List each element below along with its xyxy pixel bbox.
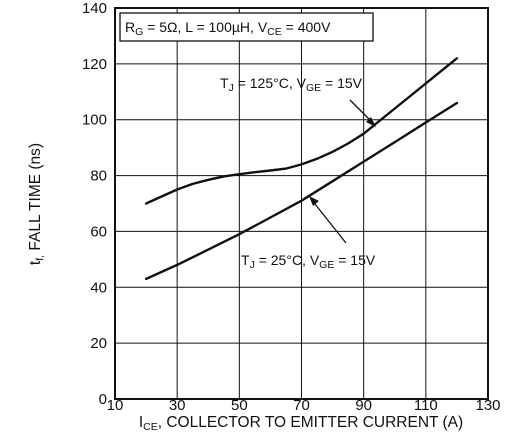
series-line-0 [144, 57, 459, 205]
series-label-tj-25-arrow-line [314, 203, 347, 244]
series-label-tj-25: TJ = 25°C, VGE = 15V [241, 252, 376, 271]
x-axis-title: ICE, COLLECTOR TO EMITTER CURRENT (A) [139, 414, 463, 433]
y-tick-label: 20 [90, 335, 107, 352]
plot-frame [114, 7, 489, 400]
y-tick-label: 120 [82, 56, 107, 73]
y-tick-label: 0 [99, 391, 107, 408]
series-label-tj-125-arrow-line [349, 99, 372, 122]
x-tick-label: 90 [355, 397, 372, 414]
series-line-1 [144, 101, 459, 281]
conditions-text: RG = 5Ω, L = 100µH, VCE = 400V [125, 19, 331, 38]
y-tick-label: 140 [82, 0, 107, 17]
x-tick-label: 110 [414, 397, 438, 414]
y-tick-label: 100 [82, 112, 107, 129]
x-tick-label: 30 [169, 397, 186, 414]
x-tick-label: 10 [107, 397, 124, 414]
x-tick-label: 70 [293, 397, 310, 414]
tick-labels: 10 30 50 70 90 110 130 0 20 40 60 80 100 120 140 [82, 0, 501, 414]
series-label-tj-25-arrowhead [309, 196, 319, 206]
y-axis-title: tf, FALL TIME (ns) [27, 143, 46, 265]
y-tick-label: 80 [90, 168, 107, 185]
series-layer [144, 57, 459, 281]
x-tick-label: 130 [475, 397, 500, 414]
x-tick-label: 50 [231, 397, 248, 414]
grid [115, 8, 488, 399]
series-label-tj-125: TJ = 125°C, VGE = 15V [220, 75, 363, 94]
series-label-tj-125-arrowhead [366, 117, 376, 127]
y-tick-label: 60 [90, 223, 107, 240]
y-tick-label: 40 [90, 279, 107, 296]
conditions-box: RG = 5Ω, L = 100µH, VCE = 400V [119, 12, 374, 42]
